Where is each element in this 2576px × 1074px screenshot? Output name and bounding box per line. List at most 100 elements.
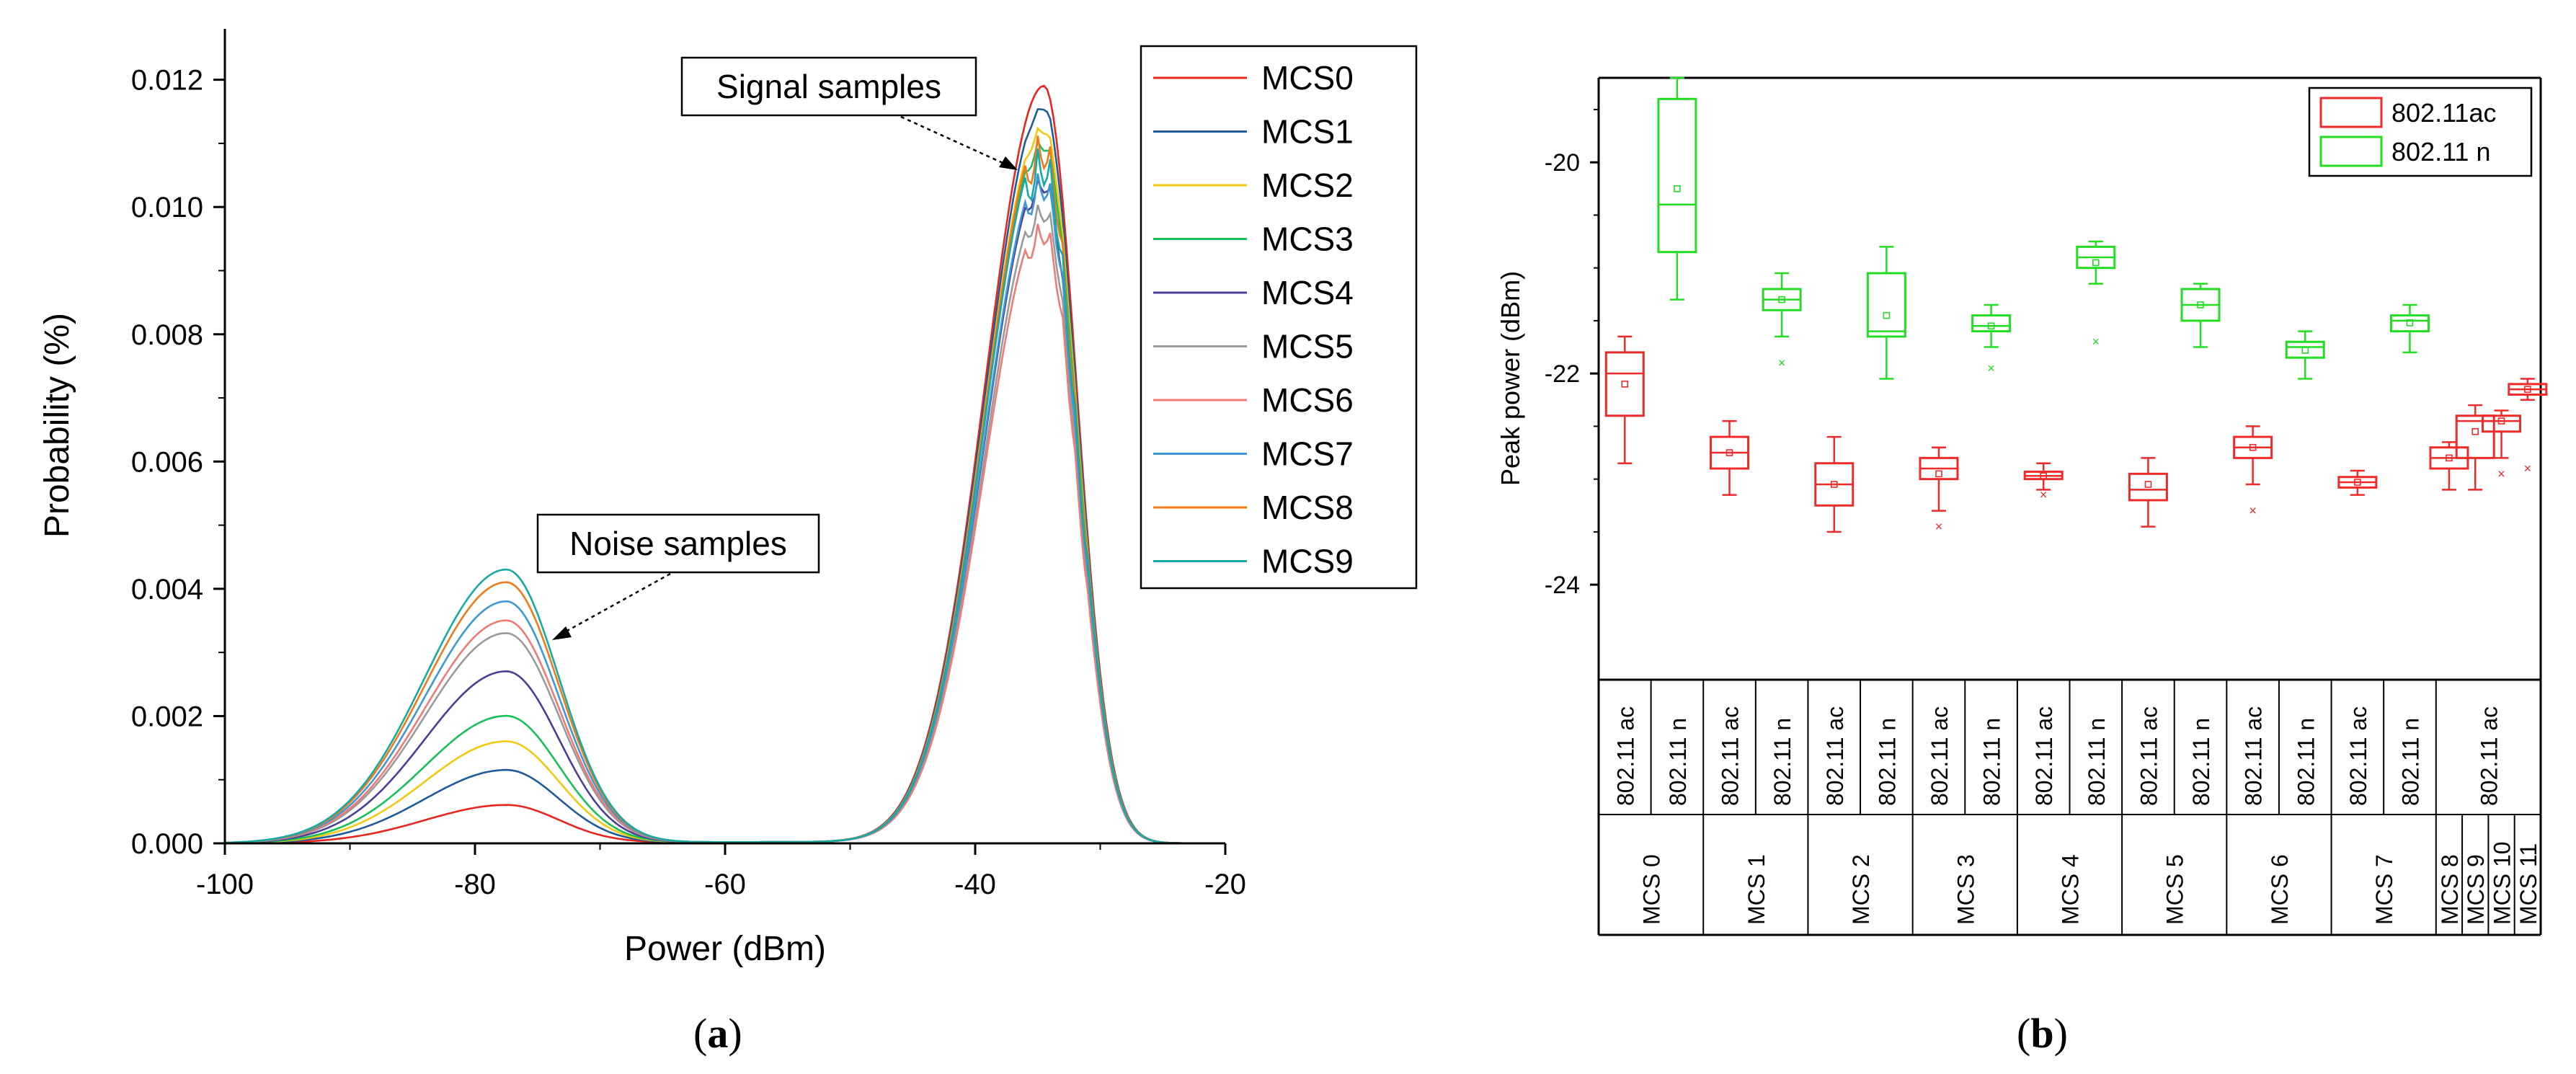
x-tick-label: -100 [196, 869, 254, 900]
panel-a-legend: MCS0 MCS1 MCS2 MCS3 MCS4 MCS5 MCS6 MCS7 MCS8 MCS9 [1140, 45, 1418, 590]
panel-b-boxes: × × × × × × × × [1604, 76, 2548, 534]
legend-label-mcs5: MCS5 [1261, 328, 1354, 365]
standard-label: 802.11 ac [2136, 706, 2162, 806]
svg-text:×: × [1987, 361, 1995, 376]
svg-text:×: × [2249, 504, 2257, 518]
panel-b-category-table: 802.11 ac 802.11 n 802.11 ac 802.11 n 802.11… [1612, 680, 2541, 935]
standard-label: 802.11 ac [2031, 706, 2057, 806]
group-label: MCS 4 [2058, 854, 2084, 925]
x-tick-label: -60 [704, 869, 746, 900]
y-tick-label: -22 [1545, 360, 1580, 388]
legend-swatch-n [2319, 136, 2383, 167]
legend-label-mcs6: MCS6 [1261, 381, 1354, 419]
box-mcs7-ac [2337, 469, 2378, 496]
box-mcs5-ac [2128, 457, 2168, 528]
panel-b-y-axis-label: Peak power (dBm) [1496, 271, 1525, 486]
group-label: MCS 0 [1639, 854, 1665, 925]
box-mcs10-ac: × [2482, 409, 2522, 481]
series-line-mcs4 [224, 175, 1222, 845]
series-line-mcs7 [224, 173, 1222, 845]
panel-a-x-ticks: -100 -80 -60 -40 -20 [196, 843, 1246, 900]
panel-b-box-plot: -20 -22 -24 Peak power (dBm) × × × × × × × × 802.… [1496, 76, 2548, 936]
legend-label-ac: 802.11ac [2391, 98, 2496, 128]
standard-label: 802.11 ac [1612, 706, 1638, 806]
svg-text:×: × [2524, 461, 2532, 476]
y-tick-label: 0.010 [131, 192, 203, 223]
standard-label: 802.11 n [2293, 718, 2319, 806]
panel-b-legend: 802.11ac 802.11 n [2308, 86, 2533, 177]
group-label: MCS 3 [1953, 854, 1978, 925]
standard-label: 802.11 n [1665, 718, 1691, 806]
standard-label: 802.11 ac [1718, 706, 1744, 806]
y-tick-label: 0.006 [131, 446, 203, 478]
series-line-mcs8 [224, 136, 1222, 845]
box-mcs4-n: × [2076, 240, 2116, 349]
y-tick-label: 0.002 [131, 701, 203, 732]
standard-label: 802.11 n [1874, 718, 1900, 806]
legend-label-mcs1: MCS1 [1261, 113, 1354, 151]
panel-a-line-chart: -100 -80 -60 -40 -20 0.0000.0020.0040.0060.0… [38, 29, 1418, 968]
box-mcs0-n [1657, 76, 1697, 301]
y-tick-label: 0.012 [131, 65, 203, 97]
y-tick-label: 0.008 [131, 319, 203, 351]
series-line-mcs3 [224, 138, 1222, 845]
svg-text:×: × [2040, 488, 2048, 502]
annotation-noise-samples: Noise samples [536, 513, 820, 640]
legend-label-mcs9: MCS9 [1261, 543, 1354, 580]
series-line-mcs2 [225, 126, 1222, 845]
standard-label: 802.11 ac [2345, 706, 2371, 806]
box-mcs3-ac: × [1919, 446, 1959, 534]
y-tick-label: -20 [1545, 149, 1580, 177]
series-line-mcs0 [224, 84, 1222, 845]
x-tick-label: -80 [454, 869, 496, 900]
standard-label: 802.11 n [1979, 718, 2005, 806]
group-label: MCS 9 [2463, 854, 2489, 925]
box-mcs2-ac [1814, 435, 1855, 533]
standard-label: 802.11 n [2188, 718, 2214, 806]
series-line-mcs9 [224, 148, 1222, 845]
standard-label: 802.11 n [1769, 718, 1795, 806]
standard-label: 802.11 ac [1822, 706, 1848, 806]
svg-text:×: × [2497, 466, 2505, 481]
y-tick-label: 0.004 [131, 574, 203, 605]
annotation-noise-samples-text: Noise samples [569, 525, 787, 562]
box-mcs4-ac: × [2023, 462, 2064, 502]
group-label: MCS 6 [2267, 854, 2293, 925]
group-label: MCS 5 [2162, 854, 2188, 925]
annotation-signal-samples-text: Signal samples [716, 68, 941, 105]
box-mcs6-ac: × [2233, 425, 2273, 518]
x-tick-label: -20 [1204, 869, 1246, 900]
panel-a-series-lines [224, 84, 1222, 845]
group-label: MCS 11 [2515, 843, 2541, 925]
group-label: MCS 8 [2437, 854, 2463, 925]
box-mcs5-n [2180, 283, 2221, 348]
group-label: MCS 1 [1744, 854, 1769, 925]
series-line-mcs1 [225, 108, 1222, 845]
box-mcs1-n: × [1762, 272, 1802, 370]
standard-label: 802.11 n [2084, 718, 2110, 806]
box-mcs3-n: × [1971, 303, 2012, 376]
svg-text:×: × [2092, 334, 2100, 349]
box-mcs6-n [2285, 330, 2325, 380]
panel-a-y-ticks: 0.000 0.002 0.004 0.006 0.008 0.010 0.012 [131, 65, 225, 860]
panel-b-caption: (b) [2017, 1010, 2068, 1057]
box-mcs7-n [2389, 303, 2430, 354]
panel-a-caption: (a) [693, 1010, 742, 1057]
box-mcs1-ac [1710, 420, 1750, 496]
standard-label: 802.11 ac [2241, 706, 2267, 806]
svg-text:×: × [1935, 520, 1943, 534]
panel-a-y-axis-label: Probability (%) [38, 313, 76, 538]
svg-text:×: × [1778, 356, 1786, 370]
legend-label-n: 802.11 n [2391, 137, 2490, 167]
annotation-signal-samples: Signal samples [680, 56, 1018, 170]
group-label: MCS 2 [1848, 854, 1874, 925]
legend-label-mcs4: MCS4 [1261, 274, 1354, 311]
box-mcs2-n [1866, 246, 1906, 380]
standard-label: 802.11 ac [1927, 706, 1953, 806]
legend-label-mcs0: MCS0 [1261, 59, 1354, 97]
legend-swatch-ac [2319, 97, 2383, 128]
y-tick-label: 0.000 [131, 828, 203, 860]
legend-label-mcs3: MCS3 [1261, 221, 1354, 258]
y-tick-label: -24 [1545, 572, 1580, 599]
group-label: MCS 7 [2371, 854, 2397, 925]
